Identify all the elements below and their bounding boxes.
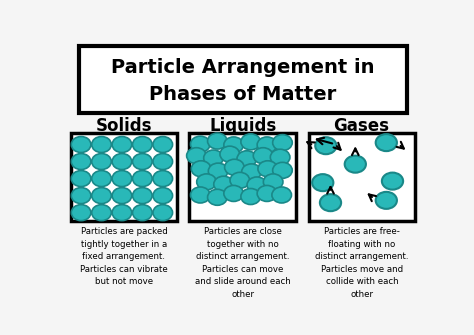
Ellipse shape <box>224 137 244 153</box>
Ellipse shape <box>220 146 239 162</box>
Ellipse shape <box>71 188 91 204</box>
Text: Gases: Gases <box>333 118 389 135</box>
Ellipse shape <box>257 137 277 153</box>
Ellipse shape <box>153 205 173 221</box>
Ellipse shape <box>153 137 173 152</box>
Ellipse shape <box>91 171 111 187</box>
Ellipse shape <box>376 192 397 209</box>
Ellipse shape <box>71 171 91 187</box>
Ellipse shape <box>241 189 261 204</box>
Ellipse shape <box>112 205 132 221</box>
Text: Particle Arrangement in: Particle Arrangement in <box>111 58 374 77</box>
Ellipse shape <box>345 156 366 173</box>
Ellipse shape <box>237 151 256 167</box>
Text: Solids: Solids <box>95 118 152 135</box>
Ellipse shape <box>272 187 292 203</box>
Ellipse shape <box>214 176 233 192</box>
Text: Phases of Matter: Phases of Matter <box>149 85 337 104</box>
Ellipse shape <box>112 153 132 170</box>
Ellipse shape <box>224 186 244 201</box>
Ellipse shape <box>258 161 277 177</box>
Ellipse shape <box>312 174 333 191</box>
Ellipse shape <box>382 173 403 190</box>
Text: Particles are packed
tightly together in a
fixed arrangement.
Particles can vibr: Particles are packed tightly together in… <box>80 227 168 286</box>
Ellipse shape <box>204 150 223 166</box>
Ellipse shape <box>112 137 132 152</box>
Ellipse shape <box>91 188 111 204</box>
Ellipse shape <box>153 153 173 170</box>
Ellipse shape <box>208 189 227 205</box>
Ellipse shape <box>71 205 91 221</box>
Ellipse shape <box>197 174 216 190</box>
Ellipse shape <box>273 135 292 151</box>
Bar <box>79 46 407 113</box>
Ellipse shape <box>225 159 244 175</box>
Bar <box>190 133 296 221</box>
Text: Liquids: Liquids <box>210 118 276 135</box>
Ellipse shape <box>247 177 267 193</box>
Ellipse shape <box>315 137 337 154</box>
Ellipse shape <box>320 194 341 211</box>
Ellipse shape <box>376 134 397 151</box>
Ellipse shape <box>241 134 261 150</box>
Ellipse shape <box>191 161 211 177</box>
Text: Particles are free-
floating with no
distinct arrangement.
Particles move and
co: Particles are free- floating with no dis… <box>315 227 409 299</box>
Ellipse shape <box>71 153 91 170</box>
Ellipse shape <box>191 187 210 203</box>
Ellipse shape <box>133 137 152 152</box>
Ellipse shape <box>91 153 111 170</box>
Ellipse shape <box>209 163 228 179</box>
Ellipse shape <box>91 137 111 152</box>
Ellipse shape <box>208 133 227 149</box>
Ellipse shape <box>242 164 261 180</box>
Ellipse shape <box>153 171 173 187</box>
Text: Particles are close
together with no
distinct arrangement.
Particles can move
an: Particles are close together with no dis… <box>195 227 291 299</box>
Ellipse shape <box>257 186 277 201</box>
Ellipse shape <box>270 149 290 165</box>
Ellipse shape <box>273 162 292 178</box>
Ellipse shape <box>91 205 111 221</box>
Ellipse shape <box>191 136 210 152</box>
Ellipse shape <box>133 171 152 187</box>
Ellipse shape <box>153 188 173 204</box>
Ellipse shape <box>133 188 152 204</box>
Bar <box>71 133 177 221</box>
Ellipse shape <box>71 137 91 152</box>
Ellipse shape <box>112 188 132 204</box>
Ellipse shape <box>253 148 273 164</box>
Ellipse shape <box>133 205 152 221</box>
Ellipse shape <box>230 172 250 188</box>
Ellipse shape <box>112 171 132 187</box>
Ellipse shape <box>133 153 152 170</box>
Ellipse shape <box>187 148 206 164</box>
Bar <box>309 133 415 221</box>
Ellipse shape <box>264 174 283 190</box>
